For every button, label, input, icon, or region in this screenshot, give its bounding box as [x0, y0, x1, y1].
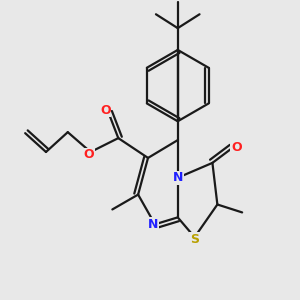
Text: S: S	[190, 233, 199, 246]
Text: O: O	[100, 104, 111, 117]
Text: O: O	[83, 148, 94, 161]
Text: N: N	[148, 218, 158, 231]
Text: N: N	[172, 171, 183, 184]
Text: O: O	[231, 140, 242, 154]
